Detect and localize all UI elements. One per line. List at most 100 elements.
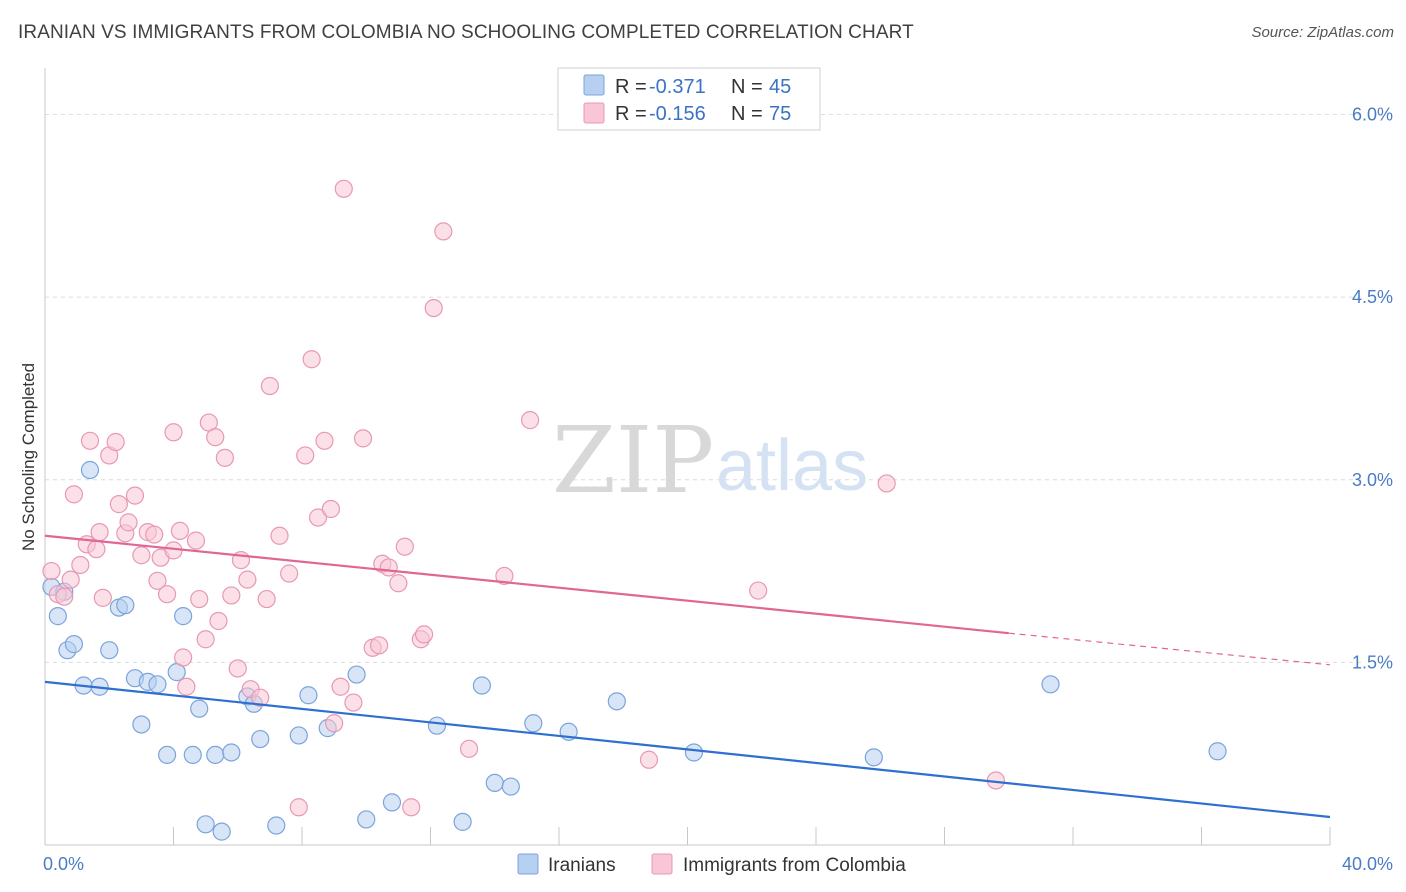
- iranians-point: [183, 745, 202, 765]
- chart-source: Source: ZipAtlas.com: [1251, 24, 1394, 41]
- iranians-point: [148, 675, 167, 694]
- colombia-point: [520, 411, 540, 430]
- colombia-point: [344, 693, 363, 712]
- colombia-point: [174, 648, 193, 667]
- iranians-trend-line: [44, 680, 1331, 819]
- colombia-point: [157, 585, 177, 604]
- colombia-point: [93, 588, 112, 607]
- colombia-point: [196, 630, 215, 649]
- colombia-point: [251, 688, 270, 707]
- y-tick-label: 1.5%: [1352, 652, 1393, 672]
- colombia-point: [389, 574, 408, 593]
- colombia-point: [206, 428, 225, 447]
- stats-legend-r-label-iranians: R =: [615, 76, 647, 98]
- iranians-point: [206, 745, 225, 765]
- iranians-point: [357, 810, 376, 829]
- colombia-point: [459, 739, 479, 758]
- colombia-point: [106, 432, 125, 452]
- chart-title: IRANIAN VS IMMIGRANTS FROM COLOMBIA NO S…: [18, 22, 914, 43]
- watermark: ZIP atlas: [552, 407, 868, 514]
- iranians-point: [289, 726, 308, 745]
- iranians-point: [1041, 675, 1060, 694]
- x-tick-label: 0.0%: [43, 854, 84, 874]
- x-tick-label: 40.0%: [1342, 854, 1393, 874]
- colombia-point: [222, 586, 241, 605]
- colombia-point: [109, 495, 128, 514]
- colombia-point: [325, 714, 344, 733]
- iranians-point: [1208, 742, 1227, 761]
- colombia-point: [177, 677, 196, 696]
- colombia-point: [260, 376, 279, 396]
- colombia-point: [270, 526, 289, 545]
- colombia-point: [209, 611, 228, 631]
- colombia-point: [125, 486, 145, 505]
- colombia-point: [395, 537, 414, 556]
- stats-legend-swatch-colombia: [583, 102, 605, 124]
- iranians-point: [190, 699, 209, 718]
- colombia-point: [145, 525, 164, 544]
- stats-legend-n-value-iranians: 45: [769, 76, 791, 98]
- colombia-point: [119, 513, 138, 532]
- iranians-point: [251, 729, 270, 749]
- colombia-point: [61, 570, 80, 589]
- series-legend-swatch-iranians: [517, 853, 539, 875]
- colombia-point: [132, 546, 151, 565]
- stats-legend-n-value-colombia: 75: [769, 103, 791, 125]
- colombia-point: [80, 431, 100, 450]
- colombia-point: [331, 677, 350, 696]
- iranians-point: [157, 745, 177, 765]
- stats-legend-n-label-iranians: N =: [731, 76, 763, 98]
- colombia-point: [402, 798, 421, 817]
- iranians-point: [607, 692, 626, 711]
- colombia-point: [42, 561, 61, 581]
- iranians-point: [524, 714, 543, 733]
- series-legend-label-colombia: Immigrants from Colombia: [683, 855, 906, 876]
- colombia-point: [424, 299, 443, 318]
- y-tick-label: 3.0%: [1352, 470, 1393, 490]
- iranians-point: [222, 743, 241, 762]
- y-tick-label: 6.0%: [1352, 105, 1393, 125]
- colombia-point: [90, 523, 109, 542]
- colombia-point: [215, 448, 234, 467]
- colombia-point: [353, 429, 373, 448]
- iranians-point: [453, 812, 472, 831]
- colombia-trend-line-extension: [1008, 632, 1331, 666]
- colombia-trend-line: [44, 534, 1009, 635]
- iranians-point: [684, 743, 704, 762]
- stats-legend-r-value-iranians: -0.371: [649, 76, 706, 98]
- iranians-point: [212, 822, 231, 841]
- colombia-point: [148, 571, 167, 590]
- iranians-point: [472, 676, 491, 695]
- colombia-point: [334, 179, 353, 198]
- colombia-point: [228, 659, 247, 678]
- iranians-point: [48, 607, 67, 626]
- iranians-point: [427, 716, 447, 735]
- stats-legend-r-value-colombia: -0.156: [649, 103, 706, 125]
- colombia-point: [289, 798, 308, 817]
- colombia-point: [370, 636, 389, 655]
- iranians-point: [80, 460, 100, 480]
- stats-legend-n-label-colombia: N =: [731, 103, 763, 125]
- iranians-point: [116, 596, 135, 615]
- iranians-point: [501, 777, 520, 796]
- iranians-point: [100, 641, 119, 660]
- colombia-point: [434, 222, 453, 241]
- watermark-zip: ZIP: [552, 407, 714, 514]
- iranians-point: [347, 665, 366, 684]
- y-axis-label: No Schooling Completed: [19, 363, 38, 551]
- iranians-point: [382, 793, 402, 812]
- watermark-atlas: atlas: [716, 426, 868, 506]
- colombia-point: [170, 521, 190, 540]
- colombia-point: [280, 564, 299, 583]
- colombia-point: [302, 350, 321, 369]
- stats-legend-r-label-colombia: R =: [615, 103, 647, 125]
- iranians-point: [132, 715, 151, 734]
- series-legend-label-iranians: Iranians: [548, 855, 616, 876]
- grid-lines: [45, 114, 1365, 663]
- colombia-point: [186, 531, 206, 550]
- iranians-point: [174, 607, 193, 626]
- colombia-point: [749, 581, 768, 600]
- colombia-point: [321, 499, 341, 519]
- series-legend: Iranians Immigrants from Colombia: [517, 853, 906, 876]
